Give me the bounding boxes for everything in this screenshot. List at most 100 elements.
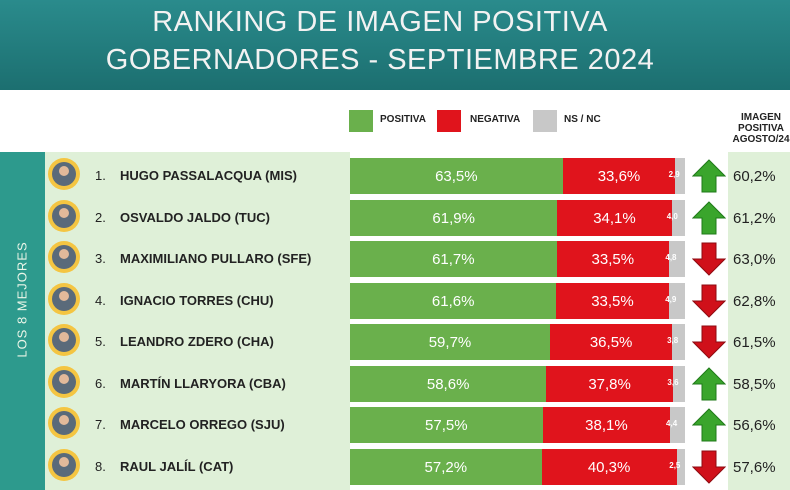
category-label: MARCELO ORREGO (SJU) xyxy=(120,417,285,432)
chart-title-line1: RANKING DE IMAGEN POSITIVA xyxy=(152,6,608,38)
chart-row: 7. MARCELO ORREGO (SJU) 57,5% 38,1% 4,4 56,6% xyxy=(0,405,790,445)
previous-value: 57,6% xyxy=(733,458,776,476)
previous-column-background xyxy=(728,152,790,490)
trend-down-arrow-icon xyxy=(692,450,726,484)
data-label-nsnc: 3,6 xyxy=(667,377,679,387)
data-label-positiva: 59,7% xyxy=(428,334,472,351)
bar-nsnc xyxy=(668,282,685,319)
data-label-negativa: 33,5% xyxy=(591,251,635,268)
legend-swatch-negativa xyxy=(437,110,461,132)
data-label-negativa: 37,8% xyxy=(588,375,631,393)
rank-number: 6. xyxy=(95,375,106,391)
bar-nsnc xyxy=(676,448,685,485)
previous-value: 60,2% xyxy=(733,168,776,185)
rank-number: 3. xyxy=(95,251,106,266)
chart-title-line2: GOBERNADORES - SEPTIEMBRE 2024 xyxy=(105,44,655,76)
avatar-photo xyxy=(52,328,76,352)
data-label-negativa: 38,1% xyxy=(585,417,628,434)
data-label-positiva: 58,6% xyxy=(426,375,470,393)
bar-negativa xyxy=(556,241,669,277)
previous-value: 61,2% xyxy=(733,209,776,227)
previous-value: 58,5% xyxy=(733,375,776,393)
rank-number: 1. xyxy=(95,168,106,183)
previous-value: 62,8% xyxy=(733,292,776,310)
chart-row: 1. HUGO PASSALACQUA (MIS) 63,5% 33,6% 2,9 60,… xyxy=(0,156,790,196)
avatar xyxy=(48,448,80,481)
trend-down-arrow-shape xyxy=(692,325,726,359)
data-label-negativa: 33,5% xyxy=(591,292,634,310)
avatar xyxy=(48,199,80,232)
chart-row: 6. MARTÍN LLARYORA (CBA) 58,6% 37,8% 3,6 58,5… xyxy=(0,364,790,404)
previous-value: 56,6% xyxy=(733,417,776,434)
trend-up-arrow-shape xyxy=(692,159,726,193)
chart-row: 4. IGNACIO TORRES (CHU) 61,6% 33,5% 4,9 62,8% xyxy=(0,281,790,321)
trend-up-arrow-icon xyxy=(692,159,726,193)
data-label-nsnc: 4,0 xyxy=(666,211,678,221)
trend-up-arrow-icon xyxy=(692,408,726,442)
bar-positiva xyxy=(350,158,563,194)
category-label: RAUL JALÍL (CAT) xyxy=(120,458,234,474)
category-label: IGNACIO TORRES (CHU) xyxy=(120,292,274,308)
data-label-negativa: 34,1% xyxy=(593,209,636,227)
category-label: OSVALDO JALDO (TUC) xyxy=(120,209,270,225)
data-label-nsnc: 4,4 xyxy=(666,419,678,428)
bar-positiva xyxy=(350,282,557,319)
avatar xyxy=(48,282,80,315)
data-label-nsnc: 4,8 xyxy=(665,253,677,262)
avatar-photo xyxy=(52,162,76,186)
trend-up-arrow-shape xyxy=(692,366,726,400)
bar-negativa xyxy=(562,158,676,194)
bar-negativa xyxy=(556,282,669,319)
bar-nsnc xyxy=(675,158,685,194)
data-label-nsnc: 2,9 xyxy=(668,170,680,179)
bar-nsnc xyxy=(672,365,685,402)
rank-number: 5. xyxy=(95,334,106,349)
previous-column-header: IMAGEN POSITIVA AGOSTO/24 xyxy=(726,112,790,145)
rank-number: 8. xyxy=(95,458,106,474)
bar-nsnc xyxy=(668,241,685,277)
chart-row: 3. MAXIMILIANO PULLARO (SFE) 61,7% 33,5% 4,8… xyxy=(0,239,790,279)
avatar xyxy=(48,407,80,439)
trend-down-arrow-icon xyxy=(692,242,726,276)
avatar xyxy=(48,324,80,356)
bar-positiva xyxy=(350,324,550,360)
data-label-positiva: 57,5% xyxy=(425,417,468,434)
header-banner: RANKING DE IMAGEN POSITIVA GOBERNADORES … xyxy=(0,0,790,90)
trend-up-arrow-shape xyxy=(692,408,726,442)
avatar xyxy=(48,241,80,273)
data-label-negativa: 40,3% xyxy=(587,458,631,476)
names-background xyxy=(45,152,350,490)
legend-label-positiva: POSITIVA xyxy=(380,114,426,125)
category-label: HUGO PASSALACQUA (MIS) xyxy=(120,168,297,183)
side-band: LOS 8 MEJORES xyxy=(0,152,45,490)
legend-swatch-nsnc xyxy=(533,110,557,132)
bar-nsnc xyxy=(670,407,685,443)
chart-row: 8. RAUL JALÍL (CAT) 57,2% 40,3% 2,5 57,6% xyxy=(0,447,790,487)
trend-up-arrow-icon xyxy=(692,200,726,234)
trend-down-arrow-shape xyxy=(692,450,726,484)
avatar-photo xyxy=(52,286,76,311)
bar-positiva xyxy=(350,365,547,402)
trend-down-arrow-shape xyxy=(692,284,726,318)
rank-number: 4. xyxy=(95,292,106,308)
trend-down-arrow-icon xyxy=(692,284,726,318)
chart-row: 2. OSVALDO JALDO (TUC) 61,9% 34,1% 4,0 61,2% xyxy=(0,198,790,238)
trend-down-arrow-icon xyxy=(692,325,726,359)
bar-negativa xyxy=(557,199,672,236)
data-label-positiva: 61,6% xyxy=(431,292,475,310)
avatar-photo xyxy=(52,369,76,394)
trend-up-arrow-shape xyxy=(692,200,726,234)
category-label: MAXIMILIANO PULLARO (SFE) xyxy=(120,251,312,266)
bar-nsnc xyxy=(672,324,685,360)
trend-up-arrow-icon xyxy=(692,366,726,400)
bar-positiva xyxy=(350,199,558,236)
legend-label-negativa: NEGATIVA xyxy=(470,114,521,125)
bar-negativa xyxy=(546,365,673,402)
avatar xyxy=(48,365,80,398)
chart-row: 5. LEANDRO ZDERO (CHA) 59,7% 36,5% 3,8 61,5% xyxy=(0,322,790,362)
data-label-nsnc: 3,8 xyxy=(667,336,679,345)
avatar-photo xyxy=(52,245,76,269)
data-label-positiva: 63,5% xyxy=(435,168,478,185)
avatar-photo xyxy=(52,452,76,477)
data-label-negativa: 33,6% xyxy=(597,168,641,185)
